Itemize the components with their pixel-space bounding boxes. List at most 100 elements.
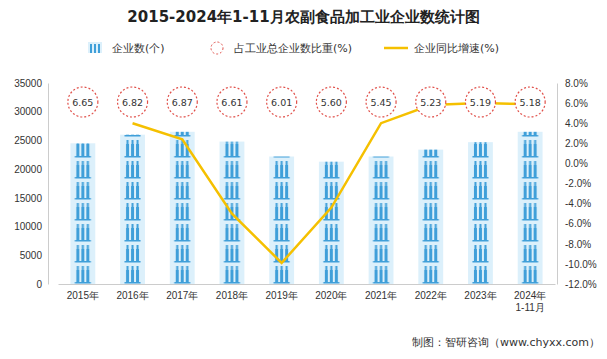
x-tick: 2016年: [116, 284, 148, 301]
y-tick-label: 30000: [14, 106, 42, 117]
x-tick-label-line: 2015年: [67, 290, 99, 301]
annotation: 制图：智研咨询（www.chyxx.com）: [412, 336, 600, 349]
y-tick-label: 15000: [14, 193, 42, 204]
y2-tick-label: 0.0%: [565, 158, 588, 169]
x-tick-label: 2015年: [67, 290, 99, 301]
x-tick: 2017年: [166, 284, 198, 301]
y-axis-line: [48, 84, 49, 285]
x-axis-line: [59, 284, 556, 285]
x-tick-label-line: 2019年: [266, 290, 298, 301]
x-tick-label-line: 2023年: [464, 290, 496, 301]
ratio-marker: [366, 87, 396, 117]
y2-tick-label: 2.0%: [565, 138, 588, 149]
ratio-marker: [217, 87, 247, 117]
x-tick-label: 2016年: [116, 290, 148, 301]
x-tick: 2022年: [415, 284, 447, 301]
y-tick-label: 5000: [20, 250, 43, 261]
x-tick: 2018年: [216, 284, 248, 301]
x-tick-label-line: 2024年: [514, 290, 546, 301]
ratio-marker: [316, 87, 346, 117]
x-tick-label-line: 2022年: [415, 290, 447, 301]
y2-tick: 4.0%: [557, 118, 588, 129]
bar: [170, 132, 195, 284]
x-tick-label: 2024年1-11月: [514, 290, 546, 313]
y2-tick: 8.0%: [557, 78, 588, 89]
legend-swatch: [384, 47, 408, 50]
data-label: 6.87: [172, 97, 193, 108]
plot-marks: [70, 103, 542, 284]
data-label: 6.82: [122, 97, 143, 108]
legend-label: 企业同比增速(%): [414, 42, 499, 55]
ratio-marker: [267, 87, 297, 117]
x-tick-label-line: 2017年: [166, 290, 198, 301]
x-tick-label: 2019年: [266, 290, 298, 301]
y2-tick: -10.0%: [557, 259, 597, 270]
y2-axis-line: [557, 84, 558, 285]
y2-tick-label: -10.0%: [565, 259, 597, 270]
bar: [120, 135, 145, 284]
y2-axis: -12.0%-10.0%-8.0%-6.0%-4.0%-2.0%0.0%2.0%…: [557, 78, 597, 290]
y-tick: 20000: [14, 164, 48, 175]
x-tick: 2024年1-11月: [514, 284, 546, 313]
bar: [369, 157, 394, 284]
legend-swatch-part: [90, 44, 92, 53]
y-tick: 35000: [14, 78, 48, 89]
y-tick: 5000: [20, 250, 48, 261]
line: [133, 103, 531, 263]
bar: [468, 142, 493, 284]
x-tick-label-line: 2016年: [116, 290, 148, 301]
y-axis: 0 5000 10000 15000 20000 25000 30000 35000: [14, 78, 48, 290]
bar: [70, 143, 95, 284]
legend-item: 企业同比增速(%): [384, 42, 499, 55]
ratio-marker: [416, 87, 446, 117]
x-tick-label: 2017年: [166, 290, 198, 301]
x-tick: 2015年: [67, 284, 99, 301]
y2-tick: -8.0%: [557, 239, 591, 250]
bar: [418, 150, 443, 284]
y-tick: 0: [36, 279, 48, 290]
x-tick: 2023年: [464, 284, 496, 301]
ratio-marker: [167, 87, 197, 117]
data-label: 6.65: [72, 97, 93, 108]
legend-swatch-part: [98, 44, 100, 53]
y-tick: 15000: [14, 193, 48, 204]
data-label: 5.19: [470, 97, 491, 108]
y2-tick-label: -2.0%: [565, 178, 591, 189]
x-tick-label-line: 2018年: [216, 290, 248, 301]
data-label: 6.01: [271, 97, 292, 108]
y2-tick: -12.0%: [557, 279, 597, 290]
y2-tick-label: -8.0%: [565, 239, 591, 250]
title: 2015-2024年1-11月农副食品加工业企业数统计图: [127, 8, 479, 26]
y-tick: 25000: [14, 135, 48, 146]
x-tick-label-line: 2021年: [365, 290, 397, 301]
y2-tick: -2.0%: [557, 178, 591, 189]
y2-tick-label: -4.0%: [565, 198, 591, 209]
y-tick-label: 0: [36, 279, 42, 290]
legend: 企业数(个)占工业总企业数比重(%)企业同比增速(%): [88, 42, 499, 55]
x-tick-label: 2020年: [315, 290, 347, 301]
ratio-marker: [515, 87, 545, 117]
data-label: 5.60: [321, 97, 342, 108]
data-label: 6.61: [221, 97, 242, 108]
bar: [269, 157, 294, 284]
x-tick-label: 2018年: [216, 290, 248, 301]
y2-tick: 6.0%: [557, 98, 588, 109]
bar: [319, 162, 344, 284]
ratio-marker: [465, 87, 495, 117]
x-tick: 2021年: [365, 284, 397, 301]
data-label: 5.45: [370, 97, 391, 108]
marker-labels: 6.656.826.876.616.015.605.455.235.195.18: [68, 87, 545, 117]
legend-swatch: [211, 42, 223, 54]
data-label: 5.18: [520, 97, 541, 108]
y-tick-label: 10000: [14, 221, 42, 232]
y2-tick-label: 8.0%: [565, 78, 588, 89]
y2-tick-label: 4.0%: [565, 118, 588, 129]
bar: [518, 132, 543, 284]
x-tick: 2019年: [266, 284, 298, 301]
y2-tick: 0.0%: [557, 158, 588, 169]
y2-tick-label: 6.0%: [565, 98, 588, 109]
chart: 2015-2024年1-11月农副食品加工业企业数统计图 0 5000 10000 15…: [0, 0, 607, 359]
legend-swatch: [88, 42, 102, 53]
x-tick-label: 2022年: [415, 290, 447, 301]
x-tick-label: 2023年: [464, 290, 496, 301]
